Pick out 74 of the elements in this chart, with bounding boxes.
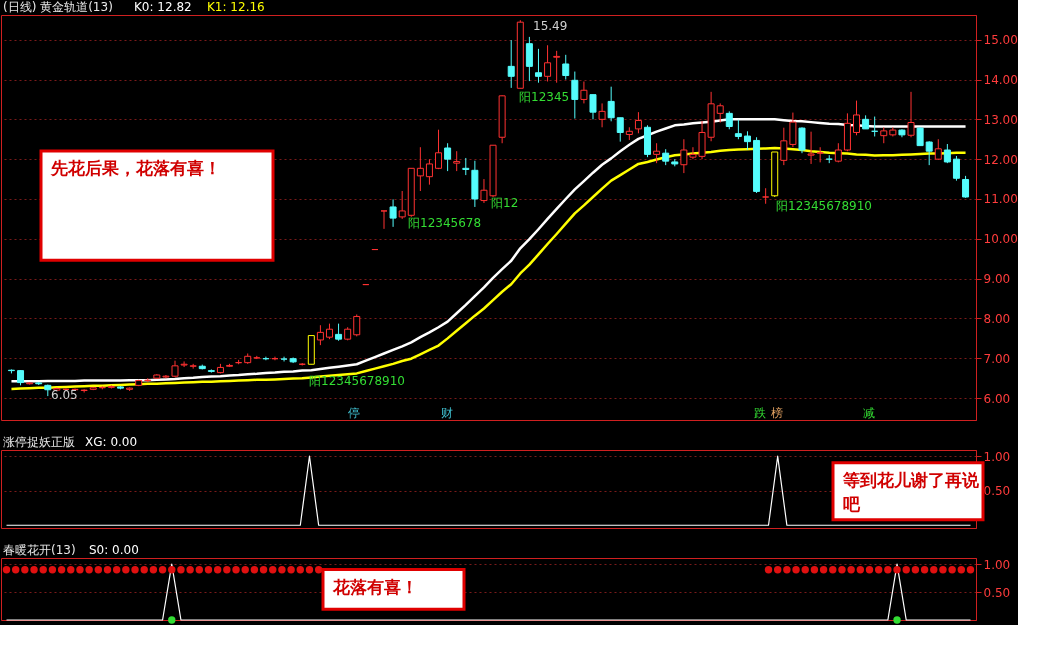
annotation: 15.49 [533, 19, 568, 34]
y-tick-label: 13.00 [983, 112, 1018, 127]
candlestick [934, 138, 942, 161]
candlestick [534, 48, 542, 84]
candlestick [607, 86, 615, 122]
candlestick [562, 54, 570, 81]
candlestick [353, 313, 361, 337]
candlestick [916, 126, 924, 147]
annotation: 花落有喜！ [332, 576, 418, 597]
candlestick [525, 36, 533, 82]
y-tick-label: 12.00 [983, 152, 1018, 167]
candlestick [780, 127, 788, 166]
annotation: 6.05 [51, 388, 78, 403]
candlestick [734, 119, 742, 140]
y-tick-label: 9.00 [983, 272, 1011, 287]
candlestick [316, 324, 324, 346]
candlestick [589, 94, 597, 120]
y-tick-label: 7.00 [983, 351, 1011, 366]
y-tick-label: 6.00 [983, 391, 1011, 406]
candlestick [435, 129, 443, 170]
y-tick-label: 14.00 [983, 73, 1018, 88]
annotation: 阳12345678 [408, 215, 482, 230]
y-tick-label: 10.00 [983, 232, 1018, 247]
annotation: 阳12345 [519, 89, 570, 104]
annotation: 减 [863, 405, 875, 420]
annotation: 停 [348, 405, 360, 420]
candlestick [553, 50, 561, 84]
annotation: 财 [441, 405, 453, 420]
candlestick [398, 190, 406, 220]
text: K1: 12.16 [207, 0, 265, 14]
y-tick-label: 1.00 [983, 557, 1011, 572]
candlestick [544, 44, 552, 82]
annotation: 阳12 [491, 196, 519, 211]
candlestick [444, 142, 452, 172]
candlestick [634, 111, 642, 134]
text: S0: 0.00 [89, 543, 139, 557]
text: XG: 0.00 [85, 435, 138, 449]
candlestick [853, 100, 861, 136]
text: K0: 12.82 [134, 0, 192, 14]
y-tick-label: 0.50 [983, 484, 1011, 499]
candlestick [580, 81, 588, 104]
annotation: 榜 [771, 405, 783, 420]
candlestick [416, 146, 424, 192]
y-tick-label: 8.00 [983, 311, 1011, 326]
candlestick [907, 91, 915, 138]
candlestick [571, 71, 579, 120]
chart-title: 涨停捉妖正版 [3, 435, 75, 449]
candlestick [507, 39, 515, 89]
chart-title: 春暖花开(13) [3, 543, 76, 557]
candlestick [616, 117, 624, 143]
annotation: 等到花儿谢了再说吧 [842, 469, 980, 514]
candlestick [453, 150, 461, 172]
y-tick-label: 1.00 [983, 449, 1011, 464]
candlestick [952, 155, 960, 182]
candlestick [389, 198, 397, 228]
candlestick [925, 140, 933, 166]
candlestick [789, 112, 797, 148]
candlestick [425, 158, 433, 186]
candlestick [807, 131, 815, 165]
candlestick [380, 210, 388, 230]
annotation: 跌 [754, 405, 766, 420]
annotation: 阳12345678910 [309, 374, 405, 389]
y-tick-label: 11.00 [983, 192, 1018, 207]
candlestick [598, 102, 606, 128]
candlestick [962, 175, 970, 199]
candlestick [716, 102, 724, 124]
candlestick [743, 130, 751, 151]
chart-title: (日线) 黄金轨道(13) [3, 0, 113, 14]
y-tick-label: 0.50 [983, 585, 1011, 600]
annotation: 先花后果，花落有喜！ [50, 157, 221, 178]
y-tick-label: 15.00 [983, 33, 1018, 48]
annotation: 阳12345678910 [776, 199, 872, 214]
candlestick [798, 126, 806, 154]
candlestick [653, 142, 661, 164]
